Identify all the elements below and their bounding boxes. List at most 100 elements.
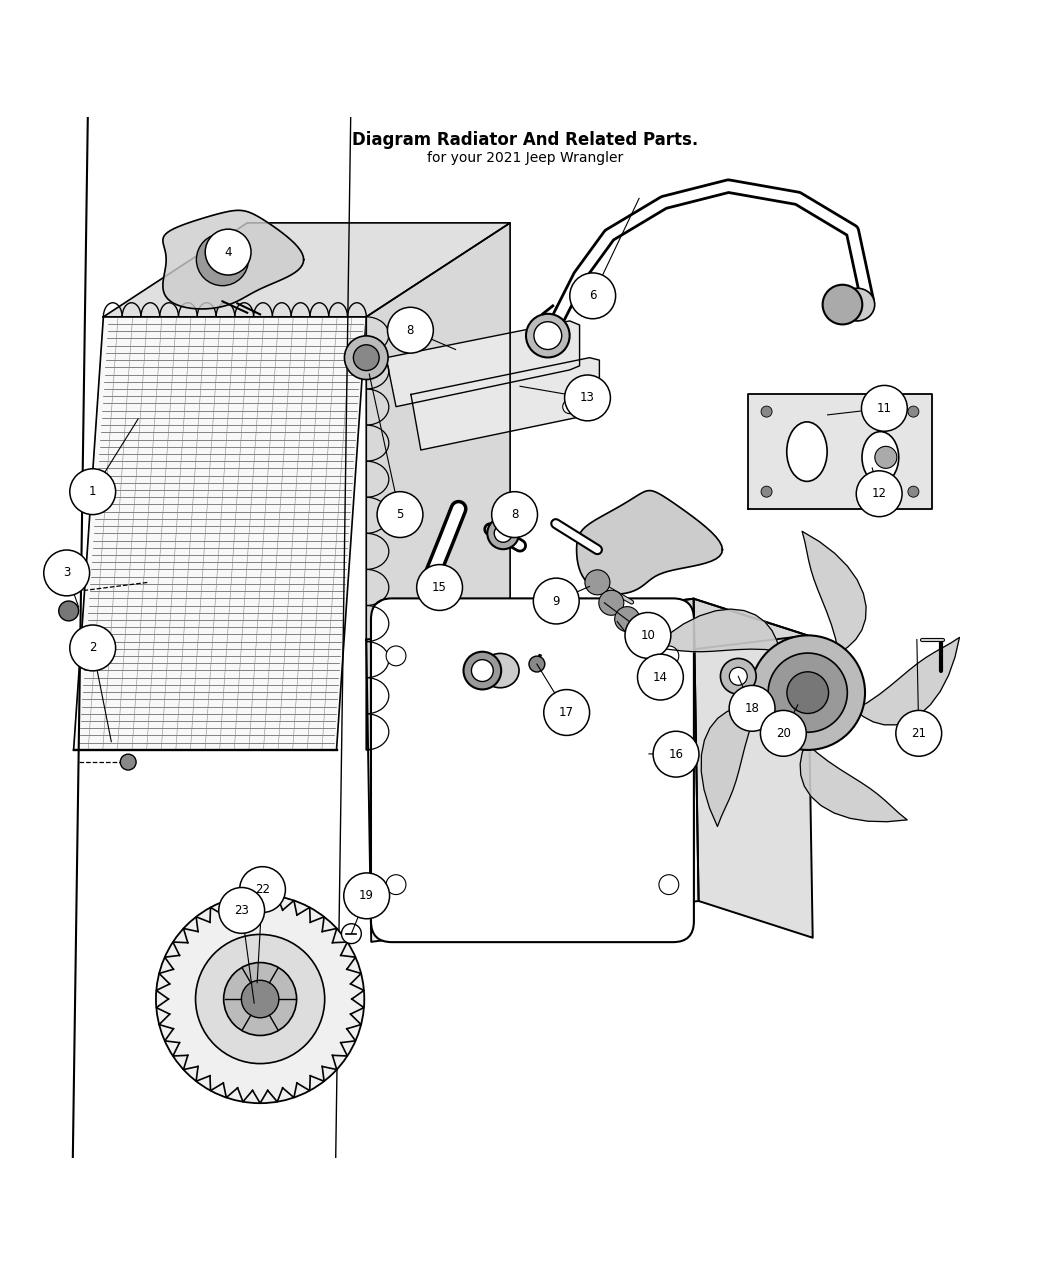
Text: 4: 4 [225, 246, 232, 259]
Circle shape [526, 314, 570, 357]
Circle shape [786, 672, 828, 714]
Circle shape [908, 486, 919, 497]
Circle shape [387, 307, 434, 353]
Circle shape [354, 344, 379, 371]
Circle shape [659, 875, 678, 895]
Circle shape [196, 233, 249, 286]
Circle shape [69, 469, 116, 515]
Circle shape [343, 873, 390, 919]
Text: 13: 13 [580, 391, 595, 404]
Text: 20: 20 [776, 727, 791, 739]
Circle shape [386, 646, 406, 666]
Circle shape [720, 658, 756, 694]
Circle shape [341, 924, 361, 944]
Circle shape [210, 247, 235, 272]
Circle shape [614, 607, 639, 631]
Ellipse shape [840, 288, 875, 321]
Text: 2: 2 [89, 641, 97, 654]
Circle shape [751, 635, 865, 750]
Circle shape [761, 486, 772, 497]
Circle shape [896, 710, 942, 756]
Circle shape [195, 935, 324, 1063]
Text: 21: 21 [911, 727, 926, 739]
Polygon shape [694, 599, 813, 937]
Polygon shape [749, 394, 931, 509]
Polygon shape [800, 742, 907, 821]
Circle shape [471, 659, 493, 682]
Polygon shape [576, 491, 722, 594]
Circle shape [239, 867, 286, 913]
Text: 11: 11 [877, 402, 891, 414]
Text: 1: 1 [89, 486, 97, 499]
Circle shape [344, 335, 388, 380]
Circle shape [659, 646, 678, 666]
Text: 17: 17 [560, 706, 574, 719]
Circle shape [463, 652, 501, 690]
Polygon shape [74, 316, 366, 750]
Circle shape [625, 612, 671, 658]
Polygon shape [163, 210, 303, 309]
FancyBboxPatch shape [371, 598, 694, 942]
Circle shape [59, 601, 79, 621]
Text: 19: 19 [359, 890, 374, 903]
Text: 23: 23 [234, 904, 249, 917]
Circle shape [533, 578, 580, 623]
Polygon shape [411, 358, 600, 450]
Circle shape [121, 754, 136, 770]
Text: 12: 12 [872, 487, 886, 500]
Text: 15: 15 [433, 581, 447, 594]
Circle shape [242, 980, 279, 1017]
Polygon shape [103, 223, 510, 316]
Circle shape [544, 690, 590, 736]
Text: 16: 16 [669, 747, 684, 761]
Circle shape [760, 710, 806, 756]
Text: for your 2021 Jeep Wrangler: for your 2021 Jeep Wrangler [427, 150, 623, 164]
Circle shape [761, 407, 772, 417]
Ellipse shape [481, 653, 519, 687]
Circle shape [730, 667, 748, 685]
Text: 3: 3 [63, 566, 70, 579]
Circle shape [570, 273, 615, 319]
Circle shape [769, 653, 847, 732]
Text: 22: 22 [255, 884, 270, 896]
Polygon shape [701, 706, 760, 826]
Circle shape [386, 875, 406, 895]
Circle shape [156, 895, 364, 1103]
Circle shape [495, 524, 512, 542]
Circle shape [856, 470, 902, 516]
Text: 5: 5 [396, 507, 403, 521]
Text: 10: 10 [640, 629, 655, 641]
Circle shape [534, 321, 562, 349]
Circle shape [822, 284, 862, 324]
Text: 8: 8 [511, 507, 519, 521]
Circle shape [377, 492, 423, 538]
Polygon shape [366, 599, 698, 942]
Circle shape [205, 230, 251, 275]
Circle shape [218, 887, 265, 933]
Circle shape [44, 550, 89, 595]
Circle shape [585, 570, 610, 595]
Text: 8: 8 [406, 324, 414, 337]
Circle shape [403, 329, 419, 346]
Circle shape [565, 375, 610, 421]
Text: 14: 14 [653, 671, 668, 683]
Text: Diagram Radiator And Related Parts.: Diagram Radiator And Related Parts. [352, 131, 698, 149]
Circle shape [69, 625, 116, 671]
Circle shape [637, 654, 684, 700]
Polygon shape [855, 638, 960, 724]
Circle shape [875, 446, 897, 468]
Circle shape [598, 590, 624, 616]
Text: 18: 18 [744, 701, 759, 715]
Circle shape [908, 407, 919, 417]
Circle shape [653, 732, 699, 776]
Ellipse shape [862, 432, 899, 483]
Polygon shape [366, 223, 510, 750]
Text: 6: 6 [589, 289, 596, 302]
Circle shape [729, 686, 775, 732]
Circle shape [563, 400, 576, 413]
Circle shape [861, 385, 907, 431]
Circle shape [487, 518, 519, 550]
Polygon shape [386, 321, 580, 407]
Circle shape [224, 963, 296, 1035]
Circle shape [529, 657, 545, 672]
